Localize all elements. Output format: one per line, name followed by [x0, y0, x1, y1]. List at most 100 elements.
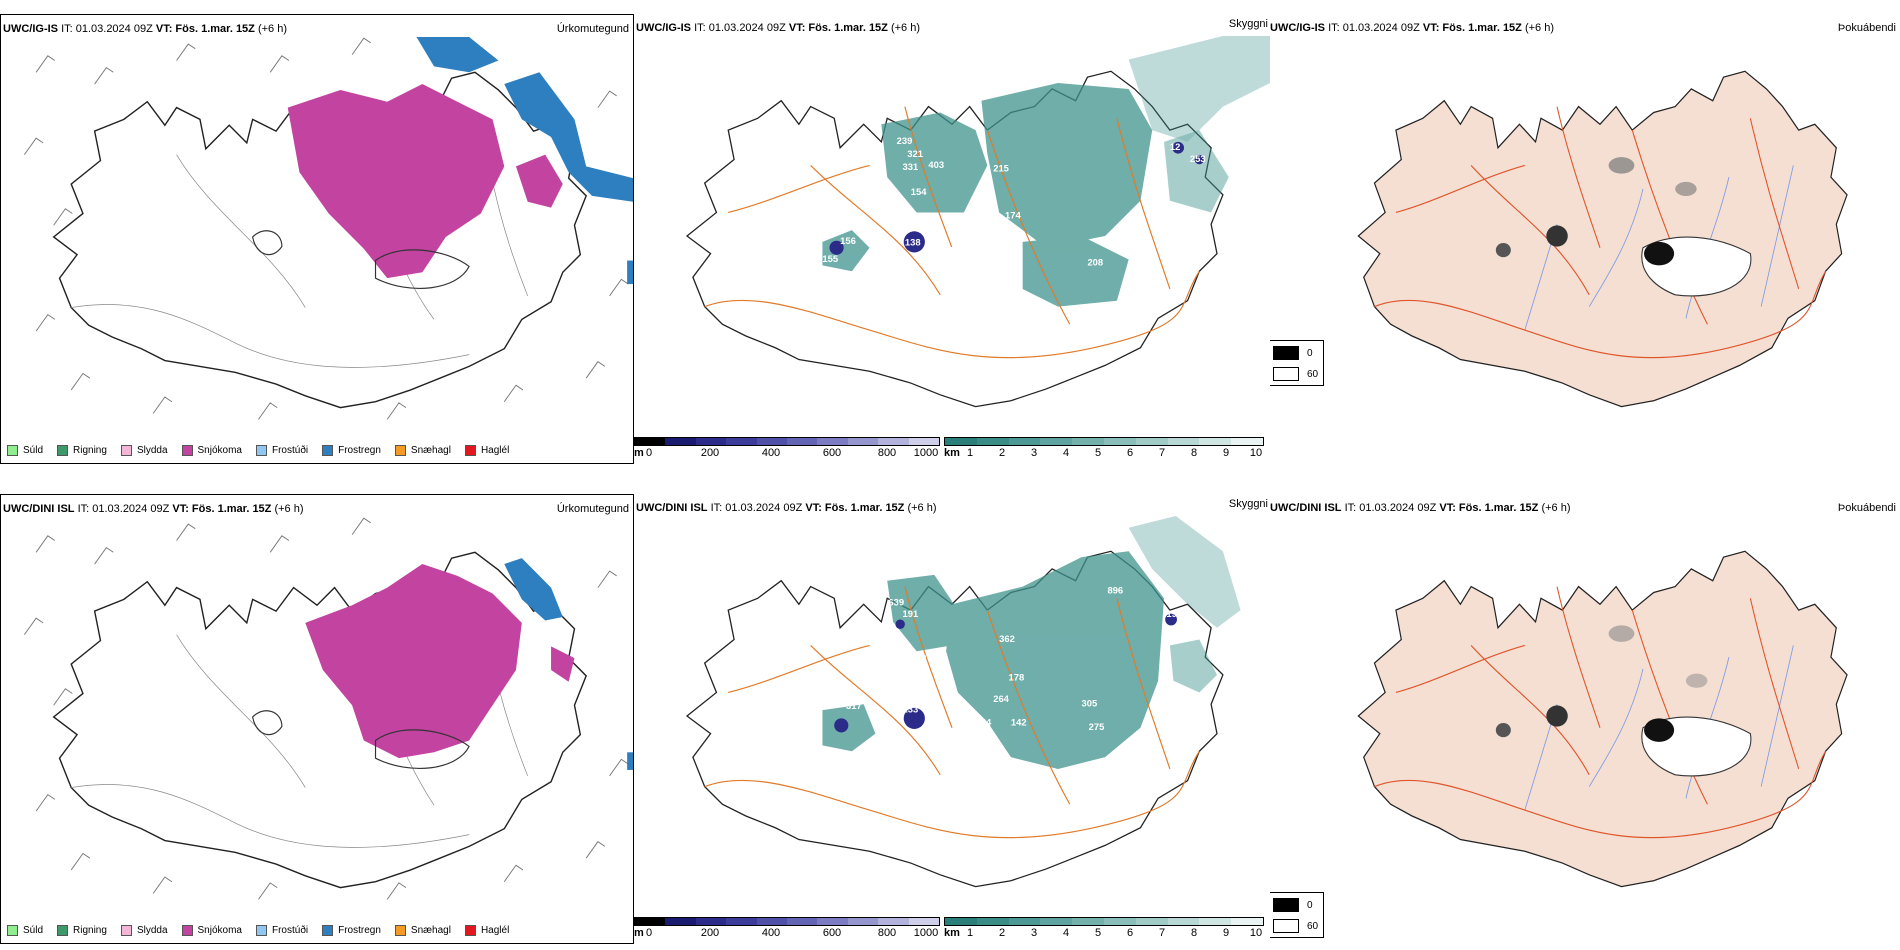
vis-header-1: UWC/IG-IS IT: 01.03.2024 09Z VT: Fös. 1.…	[636, 22, 921, 34]
legend-swatch	[120, 445, 132, 456]
vis-label: 362	[999, 633, 1015, 644]
roads-orange	[704, 106, 1200, 359]
roads-gray	[71, 599, 528, 848]
fog-field	[1495, 157, 1752, 297]
legend-swatch	[255, 925, 267, 936]
ceiling-unit: m	[634, 447, 644, 459]
ceiling-tick: 1000	[913, 447, 939, 459]
precip-map-2	[24, 517, 633, 900]
ceiling-tick: 400	[761, 927, 781, 939]
vis-label: 133	[903, 703, 919, 714]
legend-swatch	[464, 445, 476, 456]
fog-legend-item: 60	[1273, 919, 1318, 933]
fog-header-1: UWC/IG-IS IT: 01.03.2024 09Z VT: Fös. 1.…	[1270, 22, 1555, 34]
vis-tick: 9	[1222, 927, 1230, 939]
legend-swatch	[57, 925, 69, 936]
fog-map-1	[1357, 70, 1848, 408]
vis-label: 275	[1089, 721, 1105, 732]
vis-label: 387	[911, 653, 927, 664]
vis-label: 76	[958, 709, 968, 720]
vis-label: 896	[1107, 585, 1123, 596]
fog-map-2	[1357, 550, 1848, 888]
precip-legend-2: Súld Rigning Slydda Snjókoma Frostúði Fr…	[7, 925, 509, 936]
vatnajokull-outline	[374, 729, 470, 769]
ceiling-unit: m	[634, 927, 644, 939]
vis-fields	[822, 516, 1241, 769]
legend-swatch	[322, 925, 334, 936]
vis-label: 639	[888, 596, 904, 607]
precip-header-1: UWC/IG-IS IT: 01.03.2024 09Z VT: Fös. 1.…	[3, 23, 288, 35]
vis-label: 305	[1082, 698, 1098, 709]
visibility-unit: km	[944, 927, 960, 939]
legend-swatch	[181, 445, 193, 456]
vis-labels: 239 321 331 403 215 154 174 12 253 156 1…	[822, 135, 1205, 267]
vis-label: 155	[822, 253, 838, 264]
fog-panel-1: UWC/IG-IS IT: 01.03.2024 09Z VT: Fös. 1.…	[1270, 14, 1900, 464]
legend-swatch	[394, 925, 406, 936]
ceiling-colorbar-1: m 0 200 400 600 800 1000	[634, 437, 944, 464]
vis-tick: 5	[1094, 447, 1102, 459]
vis-tick: 6	[1126, 927, 1134, 939]
fog-legend-item: 0	[1273, 346, 1313, 360]
vis-title-1: Skyggni	[1228, 18, 1268, 30]
ceiling-tick: 800	[877, 927, 897, 939]
legend-swatch	[464, 925, 476, 936]
vis-label: 239	[897, 135, 913, 146]
legend-item: Snæhagl	[394, 925, 451, 936]
vis-tick: 8	[1190, 447, 1198, 459]
ceiling-tick: 200	[700, 447, 720, 459]
vis-tick: 4	[1062, 927, 1070, 939]
ceiling-scale	[634, 917, 940, 926]
vis-label: 174	[1005, 209, 1021, 220]
fog-legend-2: 0 60	[1270, 892, 1324, 938]
vis-label: 334	[976, 716, 992, 727]
legend-item: Slydda	[120, 445, 168, 456]
precip-header-2: UWC/DINI ISL IT: 01.03.2024 09Z VT: Fös.…	[3, 503, 304, 515]
precip-map-1	[24, 37, 633, 420]
fog-legend-item: 60	[1273, 367, 1318, 381]
roads-gray	[71, 119, 528, 368]
vis-label: 208	[1087, 256, 1103, 267]
legend-swatch	[394, 445, 406, 456]
snow-areas	[287, 84, 563, 279]
vis-label: 253	[1190, 153, 1206, 164]
vis-tick: 10	[1249, 927, 1263, 939]
vis-label: 166	[1005, 253, 1021, 264]
vis-tick: 7	[1158, 927, 1166, 939]
legend-item: Rigning	[57, 445, 107, 456]
vis-label: 191	[903, 608, 919, 619]
legend-item: Súld	[7, 445, 43, 456]
visibility-colorbar-1: km 1 2 3 4 5 6 7 8 9 10	[944, 437, 1270, 464]
ceiling-tick: 600	[822, 447, 842, 459]
legend-item: Snæhagl	[394, 445, 451, 456]
legend-item: Rigning	[57, 925, 107, 936]
vis-label: 317	[846, 700, 862, 711]
ceiling-tick: 800	[877, 447, 897, 459]
ceiling-scale	[634, 437, 940, 446]
legend-item: Frostúði	[255, 925, 308, 936]
legend-swatch	[57, 445, 69, 456]
fog-swatch	[1273, 367, 1299, 381]
vis-label: 86	[1193, 627, 1203, 638]
vis-tick: 10	[1249, 447, 1263, 459]
vis-tick: 4	[1062, 447, 1070, 459]
legend-swatch	[322, 445, 334, 456]
legend-item: Haglél	[464, 445, 509, 456]
legend-item: Snjókoma	[181, 445, 242, 456]
vis-title-2: Skyggni	[1228, 498, 1268, 510]
vis-label: 321	[907, 148, 923, 159]
vatnajokull-outline	[374, 249, 470, 289]
vis-tick: 3	[1030, 447, 1038, 459]
fog-field	[1495, 625, 1752, 777]
precip-type-panel-2: UWC/DINI ISL IT: 01.03.2024 09Z VT: Fös.…	[0, 494, 634, 944]
legend-item: Frostúði	[255, 445, 308, 456]
visibility-scale	[944, 917, 1264, 926]
vis-labels: 639 191 896 19 86 362 387 178 264 305 31…	[846, 585, 1204, 732]
vis-label: 215	[993, 162, 1009, 173]
fog-swatch	[1273, 346, 1299, 360]
ceiling-blobs	[829, 141, 1205, 255]
vis-label: 154	[911, 186, 927, 197]
legend-item: Frostregn	[322, 445, 381, 456]
precip-type-panel-1: UWC/IG-IS IT: 01.03.2024 09Z VT: Fös. 1.…	[0, 14, 634, 464]
precip-title-2: Úrkomutegund	[556, 503, 629, 515]
